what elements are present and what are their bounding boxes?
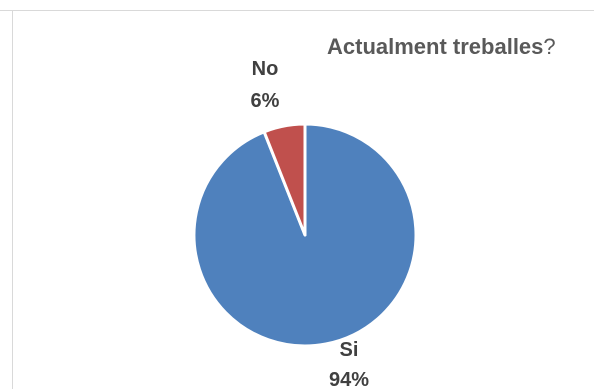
data-label-no-name: No bbox=[252, 58, 279, 80]
data-label-no-pct: 6% bbox=[251, 90, 280, 112]
data-label-si-pct: 94% bbox=[329, 369, 369, 389]
grid-line-left bbox=[12, 10, 13, 389]
pie-slice-no bbox=[262, 122, 307, 237]
chart-title-suffix: ? bbox=[543, 34, 556, 59]
data-label-si-name: Si bbox=[340, 339, 359, 361]
chart-title-text: Actualment treballes bbox=[327, 34, 544, 59]
pie-slices bbox=[192, 122, 418, 348]
chart-title: Actualment treballes? bbox=[327, 34, 556, 60]
grid-line-top bbox=[0, 10, 594, 11]
